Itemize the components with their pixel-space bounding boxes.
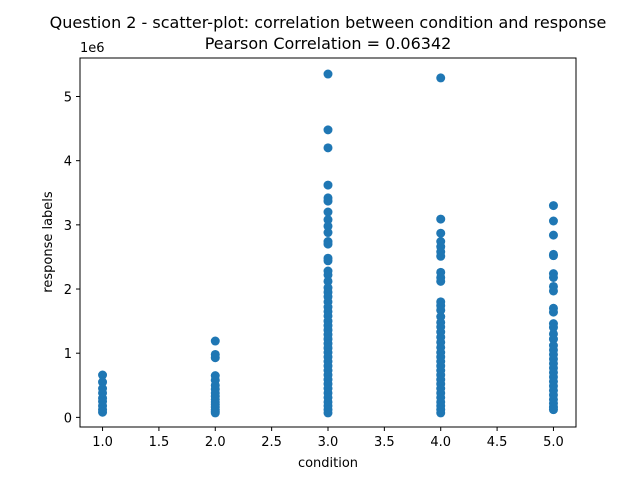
scatter-point [548, 201, 558, 211]
x-tick-label: 3.0 [318, 435, 339, 450]
scatter-point [436, 251, 446, 261]
scatter-point [323, 270, 333, 280]
scatter-point [436, 228, 446, 238]
x-axis-label: condition [298, 456, 358, 471]
x-tick-label: 3.5 [374, 435, 395, 450]
chart-title: Question 2 - scatter-plot: correlation b… [50, 13, 607, 32]
scatter-point [210, 408, 220, 418]
x-tick-label: 4.5 [487, 435, 508, 450]
y-offset-label: 1e6 [80, 41, 105, 56]
scatter-point [210, 353, 220, 363]
scatter-point [323, 196, 333, 206]
scatter-point [436, 408, 446, 418]
y-tick-label: 4 [64, 155, 72, 170]
scatter-point [548, 216, 558, 226]
scatter-point [323, 69, 333, 79]
scatter-point [323, 207, 333, 217]
scatter-point [323, 228, 333, 238]
x-tick-label: 4.0 [430, 435, 451, 450]
scatter-point [436, 305, 446, 315]
scatter-point [548, 334, 558, 344]
x-tick-label: 5.0 [543, 435, 564, 450]
y-axis-label: response labels [41, 191, 56, 293]
scatter-point [323, 180, 333, 190]
scatter-point [323, 239, 333, 249]
scatter-point [323, 215, 333, 225]
scatter-point [323, 276, 333, 286]
x-tick-label: 1.0 [92, 435, 113, 450]
y-tick-label: 1 [64, 347, 72, 362]
y-tick-label: 2 [64, 283, 72, 298]
y-tick-label: 5 [64, 91, 72, 106]
scatter-point [323, 125, 333, 135]
scatter-point [548, 286, 558, 296]
x-tick-label: 2.0 [205, 435, 226, 450]
scatter-point [323, 143, 333, 153]
scatter-point [548, 405, 558, 415]
scatter-point [548, 251, 558, 261]
y-axis-ticks: 0 1 2 3 4 5 [64, 91, 80, 426]
scatter-point [323, 221, 333, 231]
y-tick-label: 3 [64, 219, 72, 234]
x-axis-ticks: 1.0 1.5 2.0 2.5 3.0 3.5 4.0 4.5 5.0 [92, 427, 564, 450]
scatter-point [548, 323, 558, 333]
scatter-point [436, 276, 446, 286]
scatter-point [323, 256, 333, 266]
scatter-point [323, 408, 333, 418]
scatter-point [436, 73, 446, 83]
x-tick-label: 2.5 [261, 435, 282, 450]
scatter-point [548, 307, 558, 317]
chart-subtitle: Pearson Correlation = 0.06342 [205, 34, 452, 53]
scatter-point [436, 214, 446, 224]
scatter-point [98, 407, 108, 417]
y-tick-label: 0 [64, 411, 72, 426]
scatter-point [548, 230, 558, 240]
scatter-point [98, 370, 108, 380]
x-tick-label: 1.5 [149, 435, 170, 450]
scatter-point [210, 336, 220, 346]
data-points [98, 69, 558, 418]
scatter-point [98, 377, 108, 387]
scatter-point [548, 272, 558, 282]
